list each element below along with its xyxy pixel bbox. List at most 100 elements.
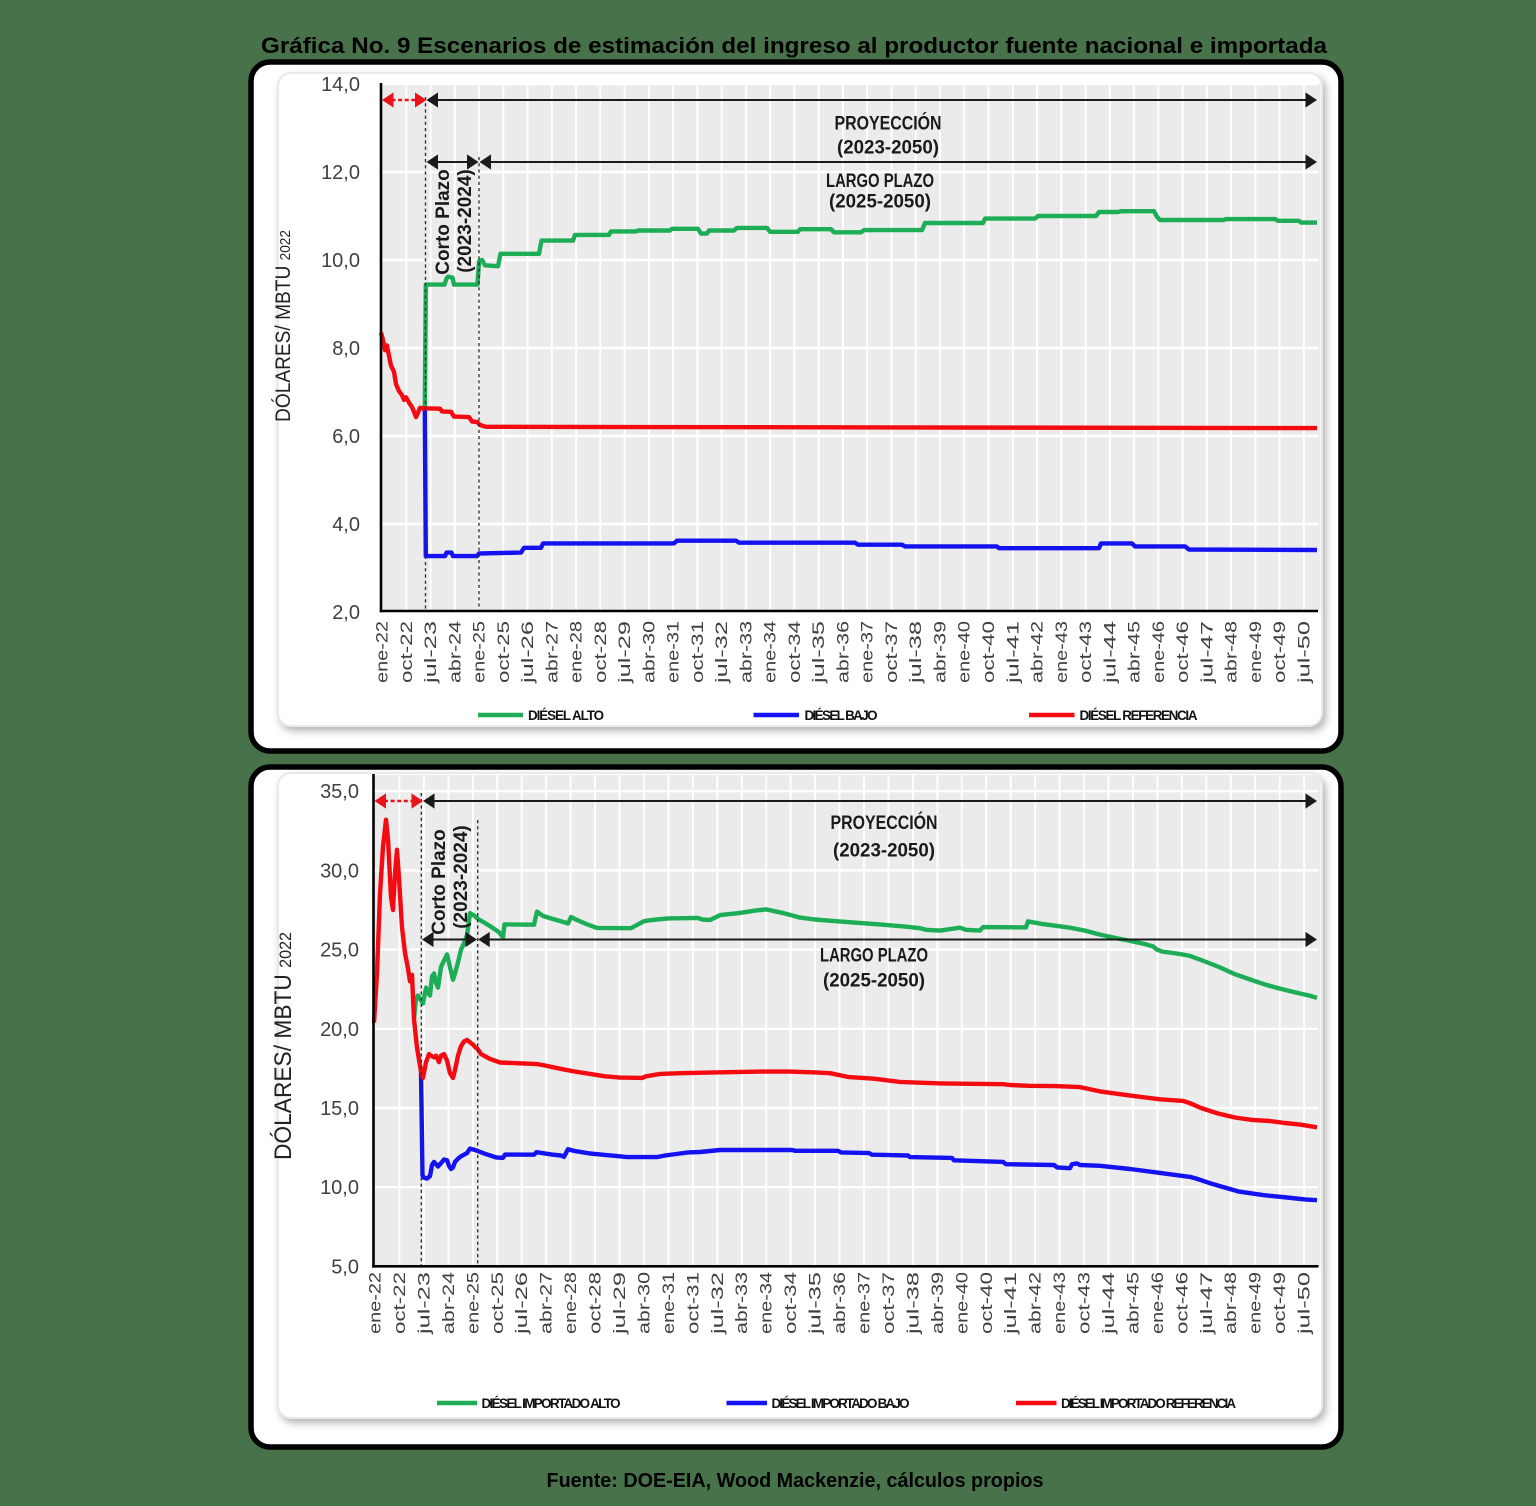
svg-text:ene-22: ene-22 (367, 1272, 385, 1334)
svg-text:ene-34: ene-34 (758, 1272, 776, 1334)
svg-text:jul-44: jul-44 (1101, 621, 1119, 685)
svg-text:oct-31: oct-31 (689, 621, 707, 683)
svg-text:2,0: 2,0 (332, 602, 360, 624)
svg-text:ene-31: ene-31 (660, 1272, 678, 1334)
svg-text:(2023-2024): (2023-2024) (451, 825, 472, 929)
svg-text:ene-34: ene-34 (762, 621, 780, 683)
svg-text:35,0: 35,0 (320, 781, 359, 803)
svg-text:oct-28: oct-28 (592, 621, 610, 683)
svg-text:abr-48: abr-48 (1223, 621, 1241, 683)
svg-text:abr-48: abr-48 (1222, 1272, 1240, 1334)
svg-text:oct-40: oct-40 (978, 1272, 996, 1334)
svg-text:Corto Plazo: Corto Plazo (429, 829, 450, 935)
svg-text:oct-37: oct-37 (880, 1272, 898, 1334)
svg-text:25,0: 25,0 (320, 940, 359, 962)
svg-text:oct-25: oct-25 (495, 621, 513, 683)
svg-text:ene-31: ene-31 (665, 621, 683, 683)
svg-text:oct-49: oct-49 (1271, 621, 1289, 683)
svg-text:ene-40: ene-40 (953, 1272, 971, 1334)
svg-text:8,0: 8,0 (332, 338, 360, 360)
svg-text:oct-34: oct-34 (782, 1272, 800, 1334)
svg-text:PROYECCIÓN: PROYECCIÓN (831, 810, 938, 834)
svg-text:jul-38: jul-38 (904, 1272, 922, 1336)
svg-text:oct-25: oct-25 (489, 1272, 507, 1334)
svg-text:abr-27: abr-27 (538, 1272, 556, 1334)
svg-text:oct-28: oct-28 (587, 1272, 605, 1334)
svg-text:oct-49: oct-49 (1271, 1272, 1289, 1334)
svg-text:6,0: 6,0 (332, 426, 360, 448)
svg-text:oct-22: oct-22 (391, 1272, 409, 1334)
svg-text:jul-47: jul-47 (1198, 1272, 1216, 1336)
svg-text:oct-43: oct-43 (1076, 1272, 1094, 1334)
svg-text:ene-37: ene-37 (859, 621, 877, 683)
svg-text:jul-50: jul-50 (1295, 621, 1313, 685)
svg-text:5,0: 5,0 (331, 1256, 359, 1278)
svg-text:jul-38: jul-38 (907, 621, 925, 685)
svg-text:ene-49: ene-49 (1247, 1272, 1265, 1334)
svg-text:PROYECCIÓN: PROYECCIÓN (835, 111, 942, 135)
svg-text:oct-22: oct-22 (398, 621, 416, 683)
svg-text:jul-41: jul-41 (1004, 621, 1022, 685)
svg-text:4,0: 4,0 (332, 514, 360, 536)
svg-text:abr-45: abr-45 (1124, 1272, 1142, 1334)
svg-text:DÓLARES/ MBTU 2022: DÓLARES/ MBTU 2022 (270, 932, 297, 1160)
svg-text:DIÉSEL REFERENCIA: DIÉSEL REFERENCIA (1080, 708, 1198, 723)
svg-text:abr-30: abr-30 (640, 621, 658, 683)
svg-text:jul-32: jul-32 (709, 1272, 727, 1336)
svg-text:oct-46: oct-46 (1174, 621, 1192, 683)
svg-text:ene-49: ene-49 (1247, 621, 1265, 683)
svg-text:(2023-2024): (2023-2024) (455, 169, 476, 273)
svg-text:jul-41: jul-41 (1002, 1272, 1020, 1336)
svg-text:abr-30: abr-30 (636, 1272, 654, 1334)
svg-text:DIÉSEL IMPORTADO ALTO: DIÉSEL IMPORTADO ALTO (482, 1396, 621, 1411)
svg-text:ene-37: ene-37 (856, 1272, 874, 1334)
svg-text:ene-43: ene-43 (1053, 621, 1071, 683)
svg-text:abr-39: abr-39 (929, 1272, 947, 1334)
svg-text:abr-42: abr-42 (1027, 1272, 1045, 1334)
svg-text:ene-46: ene-46 (1150, 621, 1168, 683)
svg-text:DIÉSEL IMPORTADO REFERENCIA: DIÉSEL IMPORTADO REFERENCIA (1061, 1396, 1236, 1411)
svg-text:ene-25: ene-25 (471, 621, 489, 683)
svg-text:abr-24: abr-24 (440, 1272, 458, 1334)
svg-text:abr-39: abr-39 (932, 621, 950, 683)
svg-text:ene-40: ene-40 (956, 621, 974, 683)
svg-text:jul-29: jul-29 (611, 1272, 629, 1336)
svg-text:jul-35: jul-35 (807, 1272, 825, 1336)
svg-text:oct-43: oct-43 (1077, 621, 1095, 683)
svg-text:ene-43: ene-43 (1051, 1272, 1069, 1334)
svg-text:abr-36: abr-36 (831, 1272, 849, 1334)
svg-text:15,0: 15,0 (320, 1098, 359, 1120)
svg-text:abr-42: abr-42 (1029, 621, 1047, 683)
svg-text:DIÉSEL BAJO: DIÉSEL BAJO (805, 708, 878, 723)
svg-text:jul-35: jul-35 (810, 621, 828, 685)
svg-text:ene-46: ene-46 (1149, 1272, 1167, 1334)
svg-text:abr-27: abr-27 (543, 621, 561, 683)
svg-text:20,0: 20,0 (320, 1019, 359, 1041)
svg-text:oct-31: oct-31 (684, 1272, 702, 1334)
svg-text:10,0: 10,0 (321, 250, 360, 272)
svg-text:ene-28: ene-28 (568, 621, 586, 683)
svg-text:DIÉSEL IMPORTADO BAJO: DIÉSEL IMPORTADO BAJO (772, 1396, 910, 1411)
svg-text:ene-25: ene-25 (464, 1272, 482, 1334)
svg-text:abr-24: abr-24 (446, 621, 464, 683)
svg-text:ene-22: ene-22 (374, 621, 392, 683)
svg-text:Fuente: DOE-EIA, Wood Mackenzi: Fuente: DOE-EIA, Wood Mackenzie, cálculo… (547, 1470, 1044, 1492)
svg-text:(2025-2050): (2025-2050) (823, 970, 925, 992)
svg-text:oct-40: oct-40 (980, 621, 998, 683)
svg-text:DÓLARES/ MBTU 2022: DÓLARES/ MBTU 2022 (272, 230, 295, 422)
svg-text:jul-50: jul-50 (1296, 1272, 1314, 1336)
svg-text:(2023-2050): (2023-2050) (833, 840, 935, 862)
svg-text:LARGO PLAZO: LARGO PLAZO (826, 170, 934, 192)
svg-text:12,0: 12,0 (321, 162, 360, 184)
svg-text:jul-23: jul-23 (415, 1272, 433, 1336)
svg-text:Corto Plazo: Corto Plazo (433, 169, 454, 275)
svg-text:abr-45: abr-45 (1126, 621, 1144, 683)
svg-text:jul-47: jul-47 (1198, 621, 1216, 685)
svg-text:30,0: 30,0 (320, 860, 359, 882)
svg-text:14,0: 14,0 (321, 74, 360, 96)
svg-text:(2023-2050): (2023-2050) (837, 137, 939, 159)
svg-text:abr-33: abr-33 (737, 621, 755, 683)
svg-text:jul-44: jul-44 (1100, 1272, 1118, 1336)
svg-text:(2025-2050): (2025-2050) (829, 191, 931, 213)
svg-text:abr-33: abr-33 (733, 1272, 751, 1334)
